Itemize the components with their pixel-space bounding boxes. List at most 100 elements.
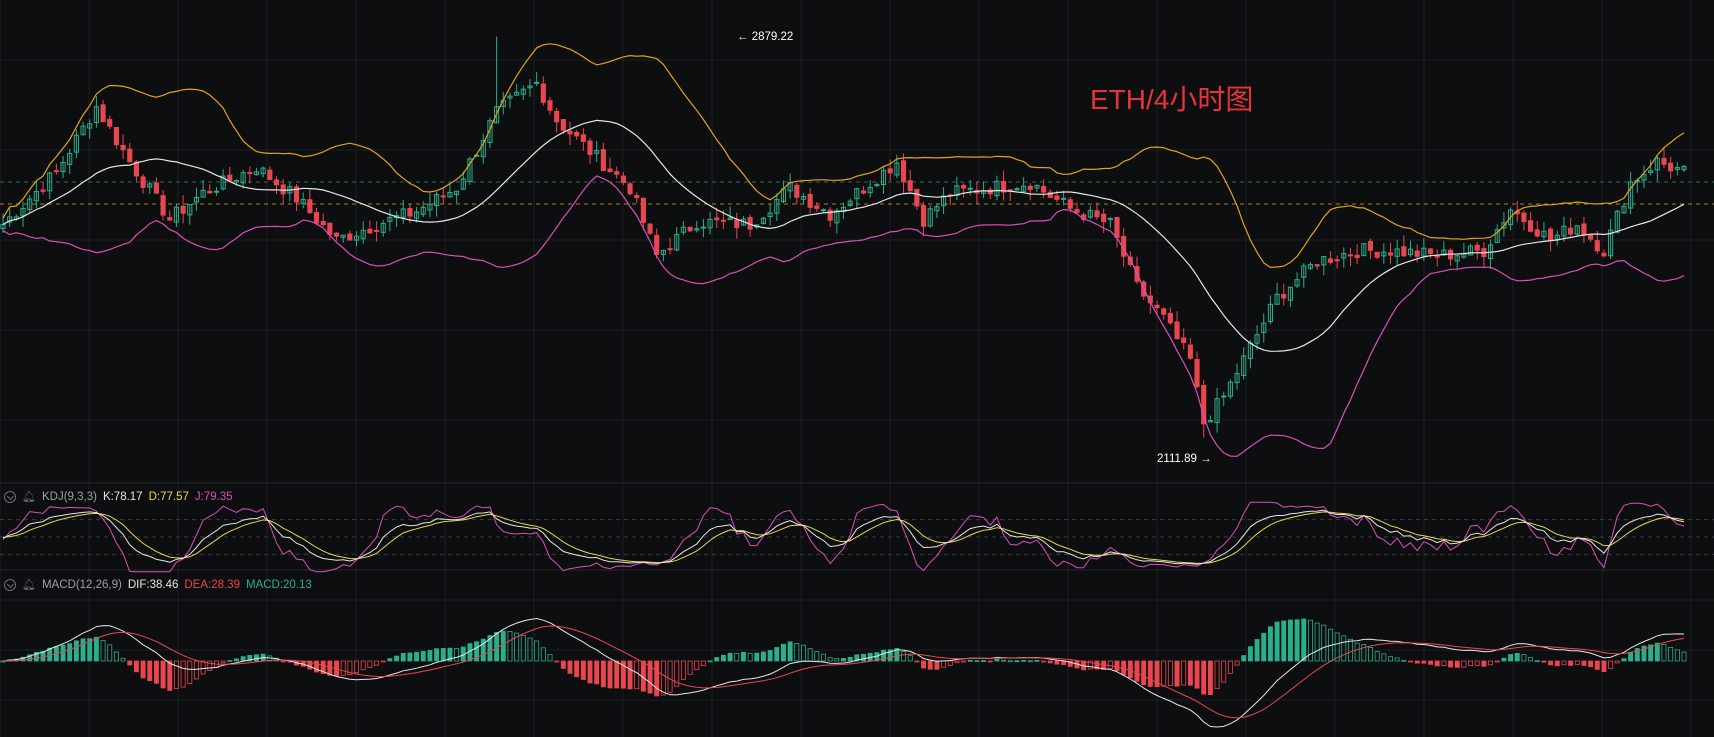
candle-body: [353, 235, 360, 241]
macd-histogram-bar: [127, 660, 133, 666]
macd-histogram-bar: [707, 660, 713, 663]
macd-histogram-bar: [1107, 660, 1113, 670]
candle-body: [1327, 258, 1334, 263]
macd-histogram-bar: [1201, 660, 1207, 695]
chevron-down-icon[interactable]: [4, 490, 16, 503]
candle-body: [900, 160, 907, 183]
candle-body: [1074, 208, 1080, 213]
candle-body: [880, 169, 887, 186]
macd-histogram-bar: [1027, 660, 1033, 663]
candle-body: [994, 180, 1000, 197]
candle-body: [834, 210, 840, 224]
candle-body: [193, 196, 200, 203]
bell-icon[interactable]: 🔔︎: [22, 491, 36, 503]
candle-body: [914, 188, 920, 207]
candle-body: [367, 228, 373, 234]
macd-histogram-bar: [747, 652, 753, 662]
candle-body: [147, 183, 153, 188]
candle-body: [67, 152, 73, 165]
macd-legend: 🔔︎ MACD(12,26,9) DIF:38.46 DEA:28.39 MAC…: [4, 578, 312, 591]
candle-body: [514, 91, 520, 96]
candle-body: [1301, 265, 1307, 278]
macd-histogram-bar: [1488, 660, 1494, 666]
macd-dea-line: [2, 625, 1685, 719]
macd-histogram-bar: [1521, 654, 1527, 662]
candle-body: [800, 196, 807, 200]
macd-histogram-bar: [1194, 660, 1200, 689]
macd-histogram-bar: [93, 636, 99, 662]
candle-body: [1241, 355, 1247, 376]
macd-histogram-bar: [1054, 660, 1060, 665]
macd-name[interactable]: MACD(12,26,9): [41, 578, 122, 591]
bell-icon[interactable]: 🔔︎: [22, 579, 36, 591]
macd-histogram-bar: [100, 640, 106, 662]
candle-body: [940, 195, 947, 207]
macd-histogram-bar: [347, 660, 353, 676]
macd-histogram-bar: [420, 650, 426, 662]
low-arrow: →: [1200, 453, 1212, 465]
macd-histogram-bar: [1414, 660, 1420, 664]
candle-body: [387, 216, 393, 222]
macd-histogram-bar: [1281, 620, 1287, 662]
macd-histogram-bar: [1454, 660, 1460, 668]
macd-histogram-bar: [1348, 638, 1353, 662]
candle-body: [554, 110, 560, 123]
candle-body: [380, 222, 386, 233]
candle-body: [660, 249, 666, 255]
candle-body: [1047, 191, 1053, 198]
macd-histogram-bar: [107, 644, 113, 662]
macd-histogram-bar: [1654, 642, 1660, 662]
macd-histogram-bar: [1001, 659, 1007, 662]
candle-body: [1614, 210, 1620, 233]
candle-body: [140, 176, 146, 188]
candle-body: [347, 233, 353, 241]
candle-body: [634, 194, 640, 199]
macd-histogram-bar: [1601, 660, 1607, 673]
candle-body: [1568, 227, 1574, 235]
macd-histogram-bar: [1641, 645, 1647, 662]
candle-body: [1554, 234, 1560, 240]
candle-body: [734, 219, 740, 229]
macd-histogram-bar: [587, 660, 593, 684]
macd-histogram-bar: [1661, 643, 1667, 662]
macd-histogram-bar: [1034, 659, 1040, 662]
macd-histogram-bar: [700, 660, 706, 666]
candles: [0, 36, 1687, 438]
macd-histogram-bar: [974, 660, 980, 663]
macd-histogram-bar: [400, 652, 406, 662]
candle-body: [907, 180, 913, 192]
candle-body: [1361, 243, 1367, 257]
macd-histogram-bar: [961, 660, 967, 663]
macd-histogram-bar: [1374, 651, 1380, 662]
candle-body: [133, 161, 139, 177]
candle-body: [1054, 195, 1060, 200]
candle-body: [760, 217, 767, 224]
macd-histogram-bar: [220, 660, 226, 664]
candle-body: [867, 186, 873, 194]
candle-body: [127, 148, 133, 163]
macd-histogram-bar: [1368, 647, 1373, 662]
kdj-name[interactable]: KDJ(9,3,3): [41, 490, 97, 503]
candle-body: [454, 190, 460, 195]
macd-histogram-bar: [1167, 660, 1173, 687]
candle-body: [7, 216, 13, 223]
macd-histogram-bar: [1574, 660, 1580, 665]
high-arrow: ←: [737, 31, 749, 43]
macd-histogram-bar: [667, 660, 673, 693]
chevron-down-icon[interactable]: [4, 578, 16, 591]
candle-body: [1207, 419, 1213, 423]
candle-body: [1541, 230, 1547, 238]
macd-histogram-bar: [1334, 632, 1340, 662]
candle-body: [687, 226, 693, 232]
candle-body: [1648, 170, 1654, 174]
candle-body: [540, 83, 546, 103]
candle-body: [1621, 205, 1627, 214]
candle-body: [1401, 246, 1407, 257]
macd-histogram-bar: [1528, 657, 1534, 662]
macd-histogram-bar: [60, 644, 66, 662]
candle-body: [1407, 248, 1414, 256]
macd-histogram-bar: [607, 660, 613, 689]
candle-body: [27, 198, 33, 211]
candle-body: [467, 158, 473, 182]
candle-body: [1154, 304, 1160, 309]
